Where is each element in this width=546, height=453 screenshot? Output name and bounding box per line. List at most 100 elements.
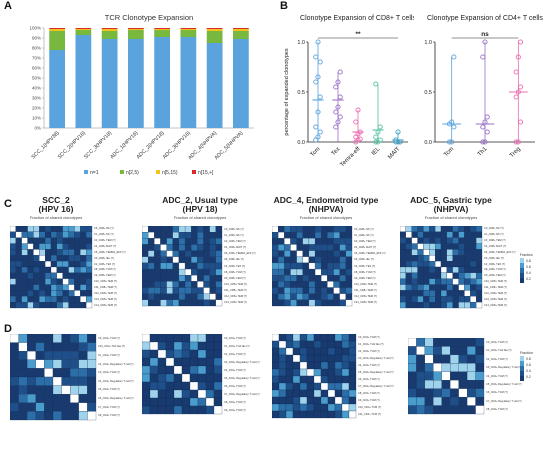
heatmap-cell — [458, 354, 468, 364]
heatmap-cell — [80, 278, 87, 285]
heatmap-cell — [464, 284, 471, 291]
heatmap-cell — [278, 347, 287, 356]
heatmap-cell — [70, 359, 79, 369]
heatmap-cell — [166, 256, 173, 264]
heatmap-cell — [334, 396, 343, 405]
heatmap-cell — [18, 385, 28, 395]
heatmap-cell — [333, 226, 340, 233]
heatmap-cell — [424, 363, 434, 372]
heatmap-cell — [345, 238, 353, 245]
heatmap-cell — [417, 302, 424, 309]
heatmap-cell — [411, 249, 418, 256]
heatmap-row-label: C3_CD4+ Regulatory T cell (?) — [486, 366, 522, 370]
heatmap-cell — [157, 381, 167, 391]
bar-segment — [75, 28, 92, 29]
heatmap-cell — [197, 275, 204, 282]
data-point — [333, 109, 339, 115]
legend-tick: 0.6 — [526, 265, 531, 269]
heatmap-cell — [78, 376, 88, 386]
heatmap-cell — [44, 385, 54, 395]
heatmap-cell — [405, 284, 412, 291]
heatmap-cell — [213, 349, 223, 359]
heatmap-cell — [184, 226, 192, 233]
heatmap-cell — [18, 359, 28, 369]
heatmap-cell — [35, 342, 45, 352]
heatmap-cell — [306, 334, 315, 342]
heatmap-cell — [10, 359, 19, 369]
heatmap-cell — [400, 290, 406, 297]
heatmap-cell — [334, 354, 343, 363]
heatmap-row-label: C9_CD4+ TCM (?) — [224, 408, 246, 412]
heatmap-cell — [148, 238, 155, 245]
heatmap-cell — [215, 232, 223, 239]
heatmap-cell — [197, 334, 207, 343]
heatmap-cell — [15, 266, 22, 273]
data-point — [515, 139, 521, 145]
heatmap-cell — [339, 262, 346, 270]
heatmap-cell — [189, 373, 199, 383]
heatmap-cell — [446, 249, 453, 256]
heatmap-cell — [45, 231, 52, 238]
heatmap-cell — [429, 249, 436, 256]
heatmap-cell — [209, 226, 216, 233]
heatmap-cell — [181, 373, 191, 383]
heatmap-row-label: C2_CD8+ TEX (?) — [94, 262, 116, 266]
data-point — [449, 119, 455, 125]
heatmap-cell — [435, 243, 442, 250]
heatmap-cell — [424, 371, 434, 381]
heatmap-cell — [172, 281, 180, 288]
heatmap-cell — [314, 268, 322, 276]
heatmap-cell — [296, 275, 303, 282]
heatmap-row-label: C10_CD8+ TEM (?) — [484, 280, 507, 284]
bar-segment — [101, 28, 118, 29]
heatmap-cell — [433, 405, 442, 415]
heatmap-cell — [215, 262, 223, 270]
heatmap-cell — [80, 302, 87, 309]
heatmap-cell — [68, 261, 75, 268]
heatmap-cell — [464, 249, 471, 256]
heatmap-cell — [62, 284, 69, 291]
legend-tick: 0.4 — [526, 271, 531, 275]
heatmap-cell — [416, 338, 426, 347]
heatmap-cell — [299, 334, 308, 342]
heatmap-cell — [296, 281, 303, 288]
heatmap-cell — [80, 255, 87, 262]
heatmap-cell — [458, 261, 465, 268]
heatmap-cell — [15, 302, 22, 309]
heatmap-cell — [189, 357, 199, 367]
data-point — [373, 139, 379, 145]
heatmap-row-label: C6_CD4+ TCM (?) — [486, 391, 508, 395]
heatmap-cell — [446, 226, 453, 232]
heatmap-cell — [441, 338, 451, 347]
heatmap-cell — [417, 249, 424, 256]
heatmap-cell — [148, 250, 155, 257]
heatmap-cell — [296, 238, 303, 245]
heatmap-cell — [327, 375, 336, 384]
heatmap-cell — [142, 381, 151, 391]
heatmap-cell — [18, 402, 28, 412]
heatmap-cell — [80, 272, 87, 279]
heatmap-cell — [178, 250, 186, 257]
data-point — [517, 84, 524, 90]
bar-segment — [75, 29, 92, 30]
heatmap-cell — [440, 290, 447, 297]
heatmap-cell — [213, 341, 223, 351]
heatmap-cell — [87, 376, 97, 386]
heatmap-cell — [172, 275, 180, 282]
data-point — [337, 114, 343, 120]
heatmap-row-label: C4_CD8+ MAIT (?) — [484, 245, 507, 248]
legend-swatch — [520, 376, 524, 381]
heatmap-cell — [191, 232, 198, 239]
heatmap-cell — [27, 284, 34, 291]
heatmap-cell — [408, 346, 417, 356]
heatmap-cell — [50, 243, 57, 250]
heatmap-cell — [157, 341, 167, 351]
heatmap-cell — [56, 266, 63, 273]
heatmap-cell — [181, 357, 191, 367]
heatmap-cell — [333, 250, 340, 257]
heatmap-cell — [35, 376, 45, 386]
legend-swatch — [520, 366, 524, 371]
heatmap-cell — [313, 389, 322, 398]
heatmap-cell — [45, 255, 52, 262]
heatmap-cell — [348, 361, 357, 370]
